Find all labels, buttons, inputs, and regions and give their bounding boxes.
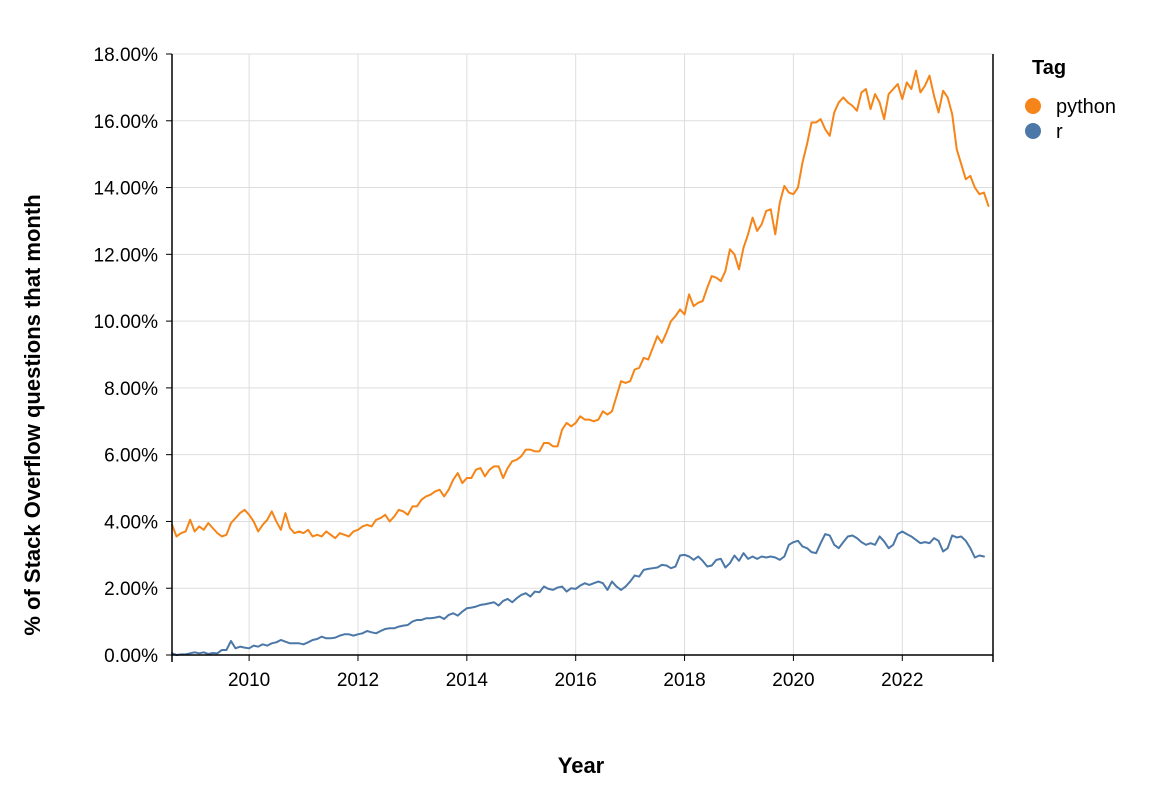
x-tick-label: 2010 xyxy=(228,670,270,691)
y-tick-label: 4.00% xyxy=(104,512,158,533)
y-tick-label: 12.00% xyxy=(94,245,159,266)
x-tick-label: 2016 xyxy=(555,670,597,691)
series-line-r xyxy=(171,530,985,656)
y-tick-label: 2.00% xyxy=(104,579,158,600)
x-axis-title: Year xyxy=(558,753,605,778)
legend-swatch-python xyxy=(1025,98,1041,114)
series-lines xyxy=(171,69,990,656)
y-tick-label: 18.00% xyxy=(94,45,159,66)
x-tick-label: 2014 xyxy=(446,670,489,691)
legend: Tag python r xyxy=(1025,57,1116,143)
axes: 0.00% 2.00% 4.00% 6.00% 8.00% 10.00% 12.00% 14.… xyxy=(94,45,994,691)
y-tick-label: 16.00% xyxy=(94,112,159,133)
legend-swatch-r xyxy=(1025,123,1041,139)
y-tick-label: 14.00% xyxy=(94,179,159,200)
y-axis-title: % of Stack Overflow questions that month xyxy=(20,194,45,635)
legend-label-r: r xyxy=(1056,121,1063,143)
grid xyxy=(172,53,993,656)
y-tick-label: 0.00% xyxy=(104,646,158,667)
y-tick-label: 8.00% xyxy=(104,379,158,400)
x-tick-label: 2022 xyxy=(881,670,923,691)
legend-label-python: python xyxy=(1056,96,1116,118)
y-tick-label: 6.00% xyxy=(104,446,158,467)
x-tick-label: 2012 xyxy=(337,670,379,691)
x-tick-label: 2018 xyxy=(663,670,705,691)
x-tick-label: 2020 xyxy=(772,670,814,691)
series-line-python xyxy=(171,69,990,540)
y-tick-label: 10.00% xyxy=(94,312,159,333)
legend-title: Tag xyxy=(1032,57,1066,79)
